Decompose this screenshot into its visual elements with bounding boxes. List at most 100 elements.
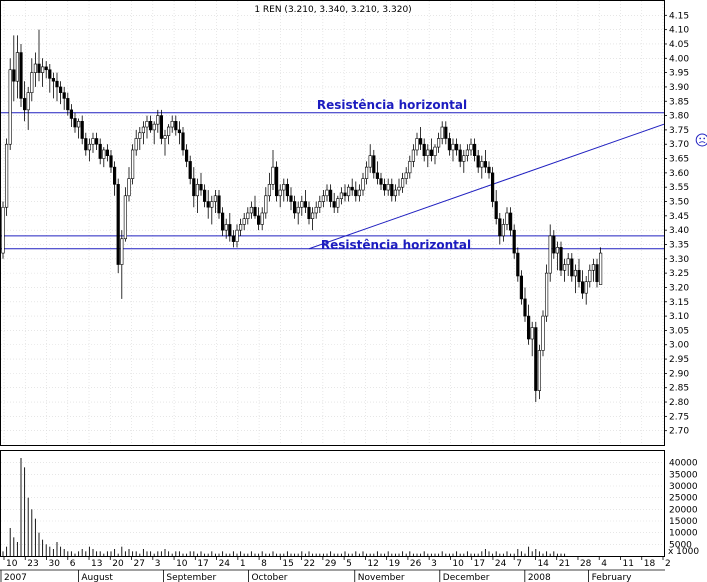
date-tick-label: 19 xyxy=(389,559,401,569)
candle-body xyxy=(552,235,556,254)
candle-body xyxy=(5,143,9,208)
candle xyxy=(123,187,127,242)
candle-body xyxy=(15,52,20,82)
candle-body xyxy=(346,186,351,197)
candle-body xyxy=(595,264,599,283)
candle-body xyxy=(264,195,268,214)
candle-body xyxy=(91,138,95,145)
candle xyxy=(98,138,102,165)
candle xyxy=(249,201,254,219)
candle-body xyxy=(274,166,279,197)
candle xyxy=(192,167,196,208)
candle xyxy=(411,144,416,168)
candle xyxy=(296,201,300,225)
date-tick-label: 5 xyxy=(346,559,352,569)
candle-body xyxy=(462,155,466,162)
candle-body xyxy=(472,143,477,156)
candle xyxy=(203,184,207,208)
candle-body xyxy=(519,275,523,300)
candle-body xyxy=(411,149,416,162)
candle xyxy=(379,172,383,191)
candle xyxy=(195,178,200,213)
candle-body xyxy=(530,327,534,340)
candle-body xyxy=(523,298,527,317)
candle xyxy=(375,161,380,185)
candle-body xyxy=(433,146,437,156)
candle-body xyxy=(249,206,254,214)
candle xyxy=(62,86,66,110)
candle xyxy=(40,58,45,87)
candle xyxy=(231,230,236,248)
candle xyxy=(278,184,282,208)
candle xyxy=(84,132,88,156)
candle-body xyxy=(282,184,286,191)
candle xyxy=(5,138,9,216)
candle xyxy=(274,161,279,202)
candle xyxy=(199,172,203,196)
candle-body xyxy=(217,195,221,214)
month-label: August xyxy=(81,573,113,582)
candle xyxy=(537,344,541,400)
candle xyxy=(289,187,293,211)
volume-tick-label: 40000 xyxy=(669,459,698,469)
volume-unit-label: x 1000 xyxy=(668,547,699,557)
candle-body xyxy=(404,172,408,179)
candle-body xyxy=(149,121,153,131)
candle-body xyxy=(357,189,362,197)
candle xyxy=(440,121,444,145)
annotation-top: Resistência horizontal xyxy=(317,98,467,112)
candle-body xyxy=(296,206,300,214)
candle xyxy=(33,52,37,87)
candle xyxy=(48,64,52,93)
candle-body xyxy=(332,201,336,208)
date-tick-label: 3 xyxy=(431,559,437,569)
candle-body xyxy=(105,149,109,156)
candle xyxy=(145,115,149,139)
candle-body xyxy=(382,184,387,191)
date-tick-label: 8 xyxy=(261,559,267,569)
candle xyxy=(181,127,185,156)
price-tick-label: 3.75 xyxy=(669,126,689,136)
candle xyxy=(224,218,228,239)
candle-body xyxy=(483,161,488,168)
candle xyxy=(292,195,297,219)
candle xyxy=(588,264,592,288)
candle-body xyxy=(498,218,502,237)
chart-title: 1 REN (3.210, 3.340, 3.210, 3.320) xyxy=(254,5,411,15)
date-tick-label: 26 xyxy=(410,559,422,569)
candle-body xyxy=(490,172,495,202)
candle xyxy=(354,181,358,202)
candle-body xyxy=(289,195,293,202)
candle xyxy=(73,112,77,133)
price-tick-label: 3.15 xyxy=(669,298,689,308)
candle xyxy=(217,190,221,219)
volume-tick-label: 10000 xyxy=(669,529,698,539)
candle xyxy=(552,230,556,259)
candle-body xyxy=(159,115,164,139)
date-tick-label: 15 xyxy=(282,559,293,569)
candle xyxy=(8,58,12,150)
month-label: December xyxy=(443,573,490,582)
candle-body xyxy=(102,149,106,159)
date-tick-label: 10 xyxy=(176,559,188,569)
candle xyxy=(109,149,113,173)
date-tick-label: 11 xyxy=(622,559,633,569)
volume-tick-label: 30000 xyxy=(669,482,698,492)
candle xyxy=(37,29,41,82)
candle xyxy=(480,155,484,179)
candle-body xyxy=(213,195,218,202)
candle xyxy=(584,275,588,305)
candle-body xyxy=(588,269,592,283)
candle xyxy=(242,212,246,231)
candle xyxy=(336,195,340,213)
candle-body xyxy=(134,138,138,151)
candle-body xyxy=(465,149,470,156)
date-tick-label: 22 xyxy=(304,559,315,569)
candle-body xyxy=(192,178,196,197)
candle-body xyxy=(278,189,282,197)
candle xyxy=(113,161,117,196)
price-tick-label: 4.00 xyxy=(669,54,689,64)
candle-body xyxy=(127,178,131,197)
candle-body xyxy=(167,126,171,136)
candle-body xyxy=(325,189,329,197)
